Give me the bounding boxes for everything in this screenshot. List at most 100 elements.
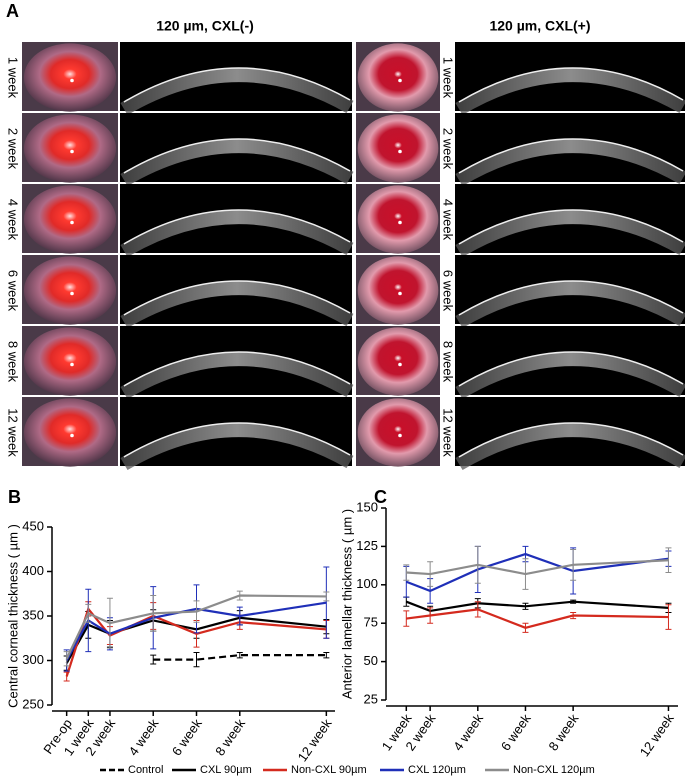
y-tick-label: 450: [22, 518, 44, 533]
eye-photo: [357, 114, 439, 183]
eye-photo: [23, 185, 117, 254]
eye-reflex: [70, 291, 74, 296]
y-tick-label: 300: [22, 652, 44, 667]
row-label: 1 week: [6, 57, 21, 99]
eye-reflex: [398, 149, 402, 154]
error-bar: [323, 591, 330, 602]
oct-cornea: [120, 210, 354, 258]
oct-cornea: [120, 281, 354, 329]
x-tick-label: 6 week: [498, 711, 534, 754]
row-label: 12 week: [441, 408, 456, 457]
y-axis-label: Central corneal thickness ( µm ): [5, 524, 20, 708]
x-tick-label: 8 week: [545, 711, 581, 754]
eye-reflex: [398, 291, 402, 296]
oct-surface: [458, 138, 684, 174]
row-label: 12 week: [6, 408, 21, 457]
series-line: [65, 594, 327, 660]
oct-cornea: [455, 210, 685, 258]
x-tick-label: 6 week: [169, 716, 205, 759]
series-line: [406, 608, 669, 629]
y-axis-label: Anterior lamellar thickness ( µm ): [339, 509, 354, 699]
eye-reflex: [70, 78, 74, 83]
eye-reflex: [70, 149, 74, 154]
y-tick-label: 125: [356, 538, 378, 553]
row-label: 1 week: [441, 57, 456, 99]
panel-label: C: [374, 487, 387, 507]
row-label: 4 week: [441, 199, 456, 241]
oct-cornea: [455, 423, 685, 471]
y-tick-label: 350: [22, 607, 44, 622]
y-tick-label: 50: [364, 653, 378, 668]
oct-surface: [458, 209, 684, 245]
x-tick-label: 12 week: [637, 711, 677, 760]
series-line: [405, 600, 669, 613]
eye-photo: [357, 185, 439, 254]
oct-surface: [458, 422, 684, 458]
eye-photo: [23, 43, 117, 112]
eye-photo: [357, 327, 439, 396]
eye-photo: [23, 327, 117, 396]
panel-label: A: [6, 1, 19, 21]
legend: Control CXL 90µm Non-CXL 90µm CXL 120µm Non-…: [100, 764, 595, 776]
y-tick-label: 150: [356, 499, 378, 514]
oct-surface: [123, 138, 351, 174]
eye-reflex: [70, 220, 74, 225]
oct-cornea: [455, 352, 685, 400]
eye-photo: [23, 256, 117, 325]
error-bar: [665, 604, 672, 630]
x-tick-label: 4 week: [126, 716, 162, 759]
oct-surface: [458, 67, 684, 103]
series-line: [406, 559, 669, 576]
eye-reflex: [70, 433, 74, 438]
y-tick-label: 400: [22, 563, 44, 578]
oct-cornea: [455, 281, 685, 329]
x-tick-label: 8 week: [212, 716, 248, 759]
oct-cornea: [455, 68, 685, 116]
oct-cornea: [455, 139, 685, 187]
oct-cornea: [120, 423, 354, 471]
row-label: 2 week: [6, 128, 21, 170]
error-bar: [323, 566, 330, 639]
eye-reflex: [398, 433, 402, 438]
legend-label: Non-CXL 120µm: [513, 764, 595, 776]
row-label: 8 week: [441, 341, 456, 383]
oct-cornea: [120, 352, 354, 400]
y-tick-label: 250: [22, 696, 44, 711]
eye-photo: [357, 43, 439, 112]
column-title: 120 µm, CXL(-): [156, 18, 254, 34]
oct-surface: [458, 351, 684, 387]
oct-cornea: [120, 68, 354, 116]
y-tick-label: 25: [364, 691, 378, 706]
eye-photo: [23, 114, 117, 183]
legend-label: CXL 120µm: [408, 764, 466, 776]
y-tick-label: 100: [356, 576, 378, 591]
oct-surface: [123, 351, 351, 387]
eye-reflex: [398, 78, 402, 83]
oct-surface: [123, 422, 351, 458]
row-label: 4 week: [6, 199, 21, 241]
legend-label: Control: [128, 764, 163, 776]
oct-surface: [123, 67, 351, 103]
panel-label: B: [8, 487, 21, 507]
error-bar: [193, 651, 200, 668]
series-line: [405, 552, 669, 593]
legend-label: CXL 90µm: [200, 764, 252, 776]
eye-reflex: [70, 362, 74, 367]
row-label: 6 week: [441, 270, 456, 312]
image-grid: 1 week 2 week 4 week 6 week 8 week 12 week 1 w…: [6, 42, 685, 471]
oct-surface: [458, 280, 684, 316]
oct-surface: [123, 280, 351, 316]
eye-photo: [23, 398, 117, 467]
x-tick-label: 12 week: [295, 716, 335, 765]
eye-reflex: [398, 362, 402, 367]
oct-cornea: [120, 139, 354, 187]
column-title: 120 µm, CXL(+): [489, 18, 590, 34]
error-bar: [665, 547, 672, 574]
error-bar: [323, 651, 330, 659]
oct-surface: [123, 209, 351, 245]
row-label: 2 week: [441, 128, 456, 170]
row-label: 8 week: [6, 341, 21, 383]
